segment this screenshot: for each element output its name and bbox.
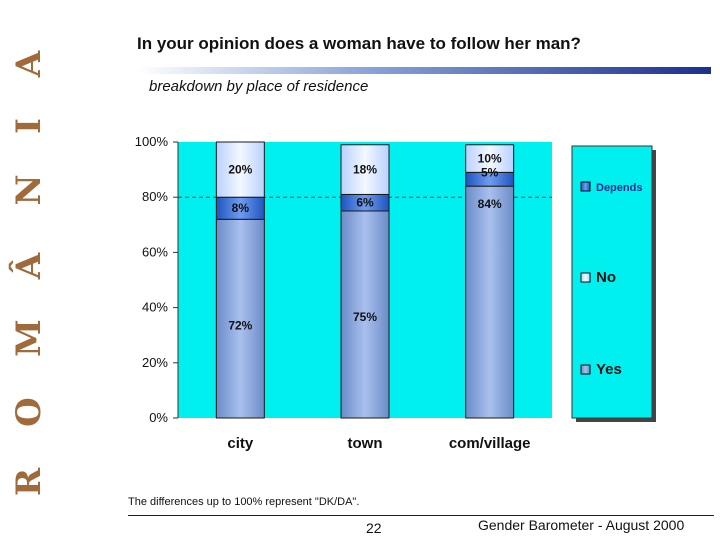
- y-tick-label: 100%: [135, 134, 169, 149]
- y-tick-label: 40%: [142, 300, 168, 315]
- romania-side-banner: R O M Â N I A: [8, 50, 49, 496]
- legend-shadow: [652, 150, 656, 422]
- side-letter: O: [9, 397, 49, 427]
- title-gradient-rule: [137, 67, 711, 74]
- y-tick-label: 60%: [142, 244, 168, 259]
- bar-no: [465, 144, 515, 173]
- side-letter: I: [9, 118, 49, 134]
- bar-yes: [215, 218, 265, 419]
- y-tick-label: 20%: [142, 355, 168, 370]
- data-label-depends: 8%: [232, 201, 250, 215]
- legend-swatch-yes: [580, 364, 591, 375]
- data-label-depends: 5%: [481, 165, 499, 179]
- data-label-no: 10%: [478, 152, 502, 166]
- slide-subtitle: breakdown by place of residence: [149, 78, 369, 95]
- side-letter: A: [9, 50, 49, 78]
- side-letter: M: [9, 319, 49, 357]
- footnote: The differences up to 100% represent "DK…: [128, 496, 360, 508]
- data-label-no: 18%: [353, 163, 377, 177]
- legend-shadow: [576, 418, 656, 422]
- side-letter: N: [9, 174, 49, 205]
- legend-swatch-depends: [580, 181, 591, 192]
- bar-yes: [340, 210, 390, 419]
- data-label-depends: 6%: [356, 196, 374, 210]
- y-tick-label: 80%: [142, 189, 168, 204]
- footer-text: Gender Barometer - August 2000: [478, 517, 685, 533]
- bar-no: [340, 144, 390, 195]
- data-label-yes: 72%: [228, 318, 252, 332]
- legend-label-yes: Yes: [596, 361, 622, 378]
- legend-label-depends: Depends: [596, 182, 642, 194]
- y-tick-label: 0%: [149, 410, 168, 425]
- side-letter: Â: [8, 252, 49, 280]
- bar-no: [215, 141, 265, 198]
- page-number: 22: [366, 520, 382, 536]
- x-category-label: town: [348, 435, 383, 452]
- legend-swatch-no: [580, 272, 591, 283]
- side-letter: R: [9, 467, 49, 496]
- data-label-no: 20%: [228, 163, 252, 177]
- data-label-yes: 84%: [478, 197, 502, 211]
- slide-title: In your opinion does a woman have to fol…: [137, 34, 581, 53]
- x-category-label: city: [227, 435, 254, 452]
- legend-label-no: No: [596, 269, 616, 286]
- x-category-label: com/village: [449, 435, 531, 452]
- data-label-yes: 75%: [353, 310, 377, 324]
- bar-yes: [465, 185, 515, 419]
- footer-rule: [128, 515, 714, 516]
